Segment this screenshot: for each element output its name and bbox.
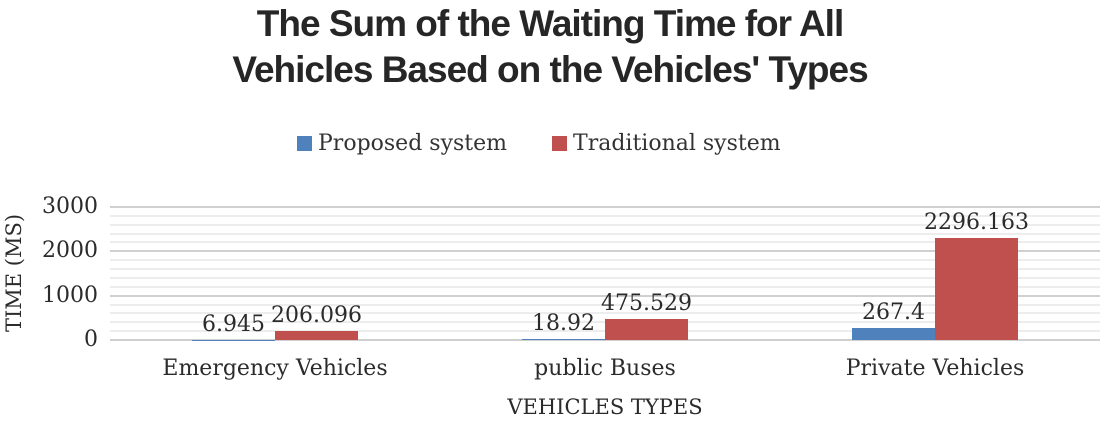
y-axis-title: TIME (MS) [2, 213, 26, 333]
legend-label-proposed-system: Proposed system [318, 131, 508, 156]
y-tick-3000: 3000 [42, 194, 98, 219]
y-tick-0: 0 [84, 327, 98, 352]
chart-title-line2: Vehicles Based on the Vehicles' Types [232, 49, 868, 90]
major-gridline-2000 [110, 250, 1100, 253]
data-label-proposed-system-emergency-vehicles: 6.945 [202, 311, 265, 337]
bar-proposed-system-public-buses [522, 339, 605, 340]
x-category-public-buses: public Buses [534, 356, 676, 381]
legend-swatch-proposed-system [297, 136, 312, 151]
y-tick-2000: 2000 [42, 238, 98, 264]
bar-traditional-system-public-buses [605, 318, 688, 340]
minor-gridline-1800 [110, 259, 1100, 262]
legend-item-traditional-system: Traditional system [552, 131, 781, 156]
chart-legend: Proposed system Traditional system [297, 131, 781, 156]
bar-traditional-system-emergency-vehicles [275, 330, 358, 340]
minor-gridline-1600 [110, 268, 1100, 271]
legend-item-proposed-system: Proposed system [297, 131, 507, 156]
major-gridline-0 [110, 339, 1100, 341]
data-label-traditional-system-emergency-vehicles: 206.096 [271, 302, 362, 328]
legend-swatch-traditional-system [552, 136, 568, 151]
data-label-traditional-system-private-vehicles: 2296.163 [924, 210, 1029, 236]
minor-gridline-2200 [110, 241, 1100, 244]
y-tick-1000: 1000 [42, 282, 98, 308]
minor-gridline-2400 [110, 232, 1100, 235]
x-category-emergency-vehicles: Emergency Vehicles [162, 356, 388, 381]
minor-gridline-600 [110, 312, 1100, 315]
x-category-private-vehicles: Private Vehicles [845, 356, 1025, 381]
data-label-traditional-system-public-buses: 475.529 [601, 290, 692, 316]
major-gridline-1000 [110, 294, 1100, 297]
minor-gridline-2800 [110, 214, 1100, 217]
minor-gridline-2600 [110, 223, 1100, 226]
data-label-proposed-system-public-buses: 18.92 [532, 311, 595, 337]
minor-gridline-1400 [110, 276, 1100, 279]
legend-label-traditional-system: Traditional system [573, 131, 781, 156]
minor-gridline-1200 [110, 285, 1100, 288]
chart-title: The Sum of the Waiting Time for All Vehi… [0, 1, 1100, 93]
x-axis-title: VEHICLES TYPES [507, 395, 703, 419]
data-label-proposed-system-private-vehicles: 267.4 [862, 300, 925, 326]
minor-gridline-800 [110, 303, 1100, 306]
major-gridline-3000 [110, 206, 1100, 208]
bar-proposed-system-private-vehicles [852, 328, 935, 340]
plot-area: 6.945 206.096 18.92 475.529 267.4 2296.163 [110, 206, 1100, 341]
bar-traditional-system-private-vehicles [935, 238, 1018, 340]
chart-title-line1: The Sum of the Waiting Time for All [256, 3, 844, 44]
